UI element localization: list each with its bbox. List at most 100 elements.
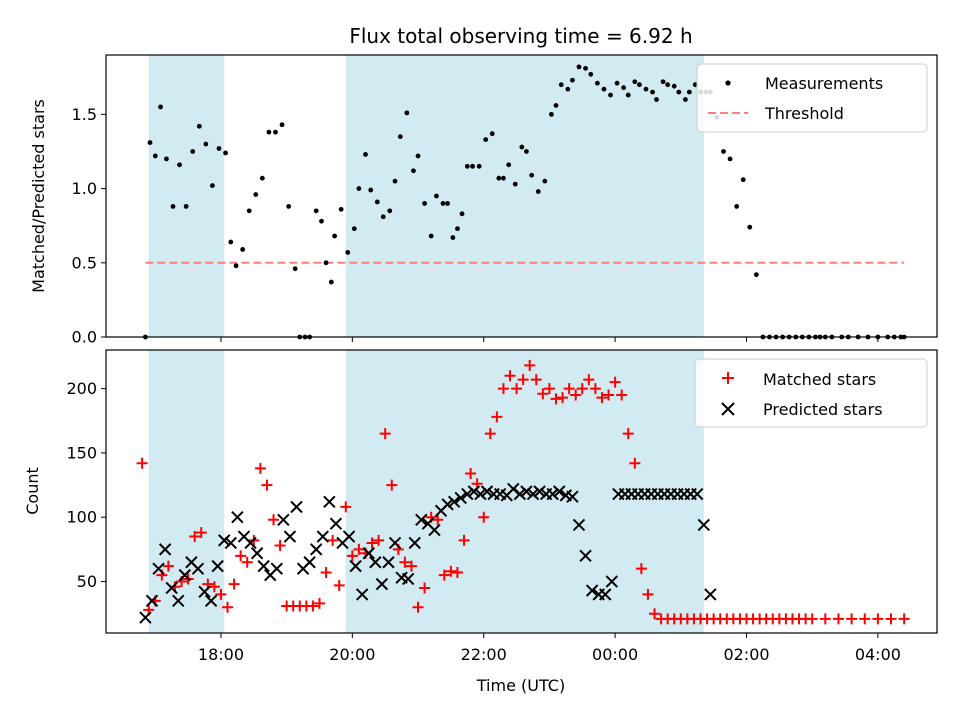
measurement-point xyxy=(253,192,259,197)
x-tick-label: 02:00 xyxy=(723,645,769,664)
measurement-point xyxy=(190,149,196,154)
measurement-point xyxy=(292,266,298,272)
measurement-point xyxy=(363,152,368,157)
y-tick-label: 1.5 xyxy=(72,105,97,124)
measurement-point xyxy=(753,272,759,278)
predicted-star-point xyxy=(480,485,494,498)
predicted-star-point xyxy=(572,518,586,532)
measurement-point xyxy=(524,149,529,154)
bottom-legend: Matched stars Predicted stars xyxy=(694,358,928,428)
predicted-star-point xyxy=(250,547,264,560)
predicted-star-point xyxy=(704,588,717,601)
measurement-point xyxy=(721,149,726,154)
y-tick-label: 200 xyxy=(66,379,97,398)
predicted-star-point xyxy=(461,487,474,501)
measurement-point xyxy=(196,123,202,129)
predicted-star-point xyxy=(474,487,487,501)
measurement-point xyxy=(455,226,460,232)
measurement-point xyxy=(323,260,329,266)
measurement-point xyxy=(594,80,600,86)
measurement-point xyxy=(747,224,753,230)
measurement-point xyxy=(356,186,362,191)
predicted-star-point xyxy=(172,594,185,608)
matched-star-point xyxy=(622,428,634,440)
predicted-star-point xyxy=(257,559,270,573)
measurement-point xyxy=(152,153,158,159)
y-tick-label: 0.0 xyxy=(72,328,97,347)
matched-star-point xyxy=(589,383,601,395)
legend-predicted-label: Predicted stars xyxy=(763,400,883,419)
bottom-legend-box xyxy=(694,358,928,428)
matched-star-point xyxy=(386,479,398,491)
measurement-point xyxy=(588,71,594,77)
matched-star-point xyxy=(537,388,549,400)
matched-star-point xyxy=(524,359,536,371)
measurement-point xyxy=(542,178,548,184)
measurement-point xyxy=(676,89,682,95)
predicted-star-point xyxy=(553,485,566,498)
measurement-point xyxy=(259,175,265,181)
bottom-y-axis-label: Count xyxy=(23,467,42,515)
matched-star-point xyxy=(806,613,818,625)
top-panel: 0.0 0.5 1.0 1.5 Matched/Predicted stars Mea… xyxy=(29,54,938,347)
matched-star-point xyxy=(511,383,523,395)
measurement-point xyxy=(535,189,541,194)
matched-star-point xyxy=(241,556,253,568)
measurement-point xyxy=(654,97,659,102)
measurement-point xyxy=(434,193,439,199)
matched-star-point xyxy=(603,389,615,401)
predicted-star-point xyxy=(375,577,389,591)
predicted-star-point xyxy=(382,556,395,569)
y-tick-label: 1.0 xyxy=(72,179,97,198)
y-tick-label: 150 xyxy=(66,443,97,462)
measurement-point xyxy=(512,181,518,187)
measurement-point xyxy=(459,211,465,217)
predicted-star-point xyxy=(231,511,244,524)
matched-star-point xyxy=(596,392,608,404)
predicted-star-point xyxy=(467,485,481,498)
measurement-point xyxy=(428,233,434,239)
matched-star-point xyxy=(412,601,424,613)
y-tick-label: 50 xyxy=(77,572,97,591)
measurement-point xyxy=(601,86,607,92)
matched-star-point xyxy=(419,582,431,594)
predicted-star-point xyxy=(244,536,257,550)
matched-star-point xyxy=(616,389,628,401)
matched-star-point xyxy=(458,534,470,546)
measurement-point xyxy=(210,183,215,189)
measurement-point xyxy=(233,263,239,269)
matched-star-point xyxy=(497,383,509,395)
measurement-point xyxy=(223,150,228,156)
predicted-star-point xyxy=(415,513,428,527)
predicted-star-point xyxy=(533,485,546,498)
measurement-point xyxy=(565,86,571,92)
legend-measurements-marker xyxy=(725,80,731,86)
predicted-star-point xyxy=(585,584,599,597)
shaded-interval xyxy=(148,350,225,633)
measurement-point xyxy=(177,162,182,168)
measurement-point xyxy=(450,235,456,240)
x-tick-label: 18:00 xyxy=(198,645,244,664)
matched-star-point xyxy=(162,560,174,572)
matched-star-point xyxy=(649,608,661,620)
measurement-point xyxy=(368,187,374,193)
measurement-point xyxy=(583,65,588,71)
predicted-star-point xyxy=(283,530,297,543)
top-plot-frame xyxy=(105,54,938,338)
x-tick-label: 00:00 xyxy=(592,645,638,664)
measurement-point xyxy=(692,82,698,88)
measurement-point xyxy=(397,134,403,140)
matched-star-point xyxy=(635,563,647,575)
matched-star-point xyxy=(136,457,148,469)
matched-star-point xyxy=(399,556,411,568)
matched-star-point xyxy=(254,462,266,474)
predicted-star-point xyxy=(605,575,619,588)
matched-star-point xyxy=(898,613,910,625)
matched-star-point xyxy=(445,565,457,577)
predicted-star-point xyxy=(579,549,592,563)
measurement-point xyxy=(266,129,272,135)
predicted-star-point xyxy=(165,581,178,595)
matched-star-point xyxy=(530,374,542,386)
x-axis-label: Time (UTC) xyxy=(476,676,565,695)
predicted-star-point xyxy=(323,495,336,508)
